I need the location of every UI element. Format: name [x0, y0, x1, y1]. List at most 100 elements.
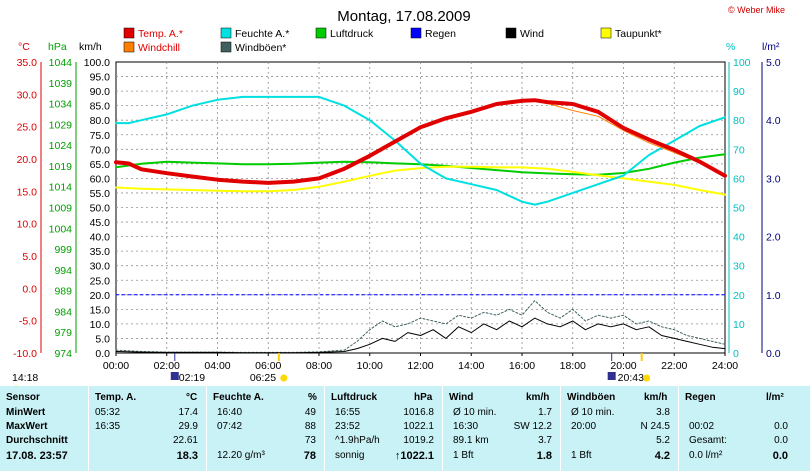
table-cell-temp-v: 29.9	[178, 421, 198, 432]
x-tick-label: 20:00	[610, 360, 636, 372]
table-cell-hum-v: 78	[303, 450, 316, 462]
header-rain-unit: l/m²	[766, 392, 784, 403]
legend-label: Windchill	[138, 42, 180, 54]
table-cell-press-v: ↑1022.1	[394, 450, 434, 462]
table-cell-wind-t: 89.1 km	[453, 435, 489, 446]
x-tick-label: 24:00	[712, 360, 738, 372]
header-gust: Windböen	[567, 392, 616, 403]
pressure-tick-label: 1034	[49, 99, 73, 111]
wind-tick-label: 15.0	[90, 304, 111, 316]
temp-tick-label: -10.0	[13, 348, 37, 360]
pressure-tick-label: 1039	[49, 78, 73, 90]
table-separator	[678, 386, 679, 471]
wind-tick-label: 90.0	[90, 86, 111, 98]
table-cell-temp-v: 18.3	[176, 450, 198, 462]
table-cell-gust-v: 4.2	[654, 450, 670, 462]
legend-swatch	[220, 27, 232, 39]
legend-label: Wind	[520, 28, 544, 40]
wind-tick-label: 75.0	[90, 130, 111, 142]
table-cell-temp-t: 05:32	[95, 407, 121, 418]
table-cell-press-v: 1022.1	[403, 421, 434, 432]
chart-markers: 14:18 02:19 06:25 20:43	[12, 353, 651, 390]
table-cell-gust-t: 1 Bft	[571, 450, 592, 461]
legend-swatch	[123, 41, 135, 53]
wind-tick-label: 95.0	[90, 72, 111, 84]
temp-tick-label: 0.0	[22, 283, 37, 295]
table-cell-temp-v: 17.4	[178, 407, 198, 418]
wind-tick-label: 25.0	[90, 275, 111, 287]
pressure-tick-label: 1044	[49, 57, 73, 69]
pressure-tick-label: 999	[54, 244, 72, 256]
table-cell-wind-t: Ø 10 min.	[453, 407, 497, 418]
table-separator	[324, 386, 325, 471]
wind-tick-label: 5.0	[95, 333, 110, 345]
chart-title: Montag, 17.08.2009	[337, 8, 470, 25]
header-temp-unit: °C	[186, 392, 198, 403]
table-cell-gust-t: 20:00	[571, 421, 597, 432]
copyright-label: © Weber Mike	[728, 5, 785, 15]
table-cell-rain-t: 0.0 l/m²	[689, 450, 723, 461]
temp-tick-label: 25.0	[17, 122, 38, 134]
wind-tick-label: 70.0	[90, 144, 111, 156]
table-cell-label: MinWert	[6, 407, 46, 418]
table-cell-gust-v: 3.8	[656, 407, 670, 418]
table-cell-rain-t: 00:02	[689, 421, 715, 432]
legend-swatch	[123, 27, 135, 39]
rain-unit: l/m²	[762, 41, 780, 53]
pressure-tick-label: 974	[54, 348, 72, 360]
x-tick-label: 08:00	[306, 360, 332, 372]
header-pressure: Luftdruck	[331, 392, 378, 403]
rain-tick-label: 3.0	[766, 173, 781, 185]
pressure-tick-label: 979	[54, 327, 72, 339]
pressure-tick-label: 1004	[49, 223, 73, 235]
table-cell-hum-v: 88	[304, 421, 316, 432]
table-separator	[206, 386, 207, 471]
humidity-tick-label: 30	[733, 261, 745, 273]
series-taupunkt	[115, 165, 726, 196]
pressure-tick-label: 1029	[49, 119, 73, 131]
humidity-tick-label: 40	[733, 232, 745, 244]
table-cell-hum-v: 49	[304, 407, 316, 418]
table-cell-label: Durchschnitt	[6, 435, 68, 446]
table-cell-press-t: 23:52	[335, 421, 361, 432]
chart-grid	[115, 61, 726, 354]
temp-tick-label: 5.0	[22, 251, 37, 263]
table-cell-wind-v: 1.8	[536, 450, 552, 462]
x-tick-label: 16:00	[509, 360, 535, 372]
wind-tick-label: 85.0	[90, 101, 111, 113]
temp-tick-label: 30.0	[17, 89, 38, 101]
x-tick-label: 14:00	[458, 360, 484, 372]
left-time-label: 14:18	[12, 372, 38, 384]
chart-series	[114, 95, 727, 354]
table-cell-hum-v: 73	[304, 435, 316, 446]
table-cell-press-t: ^1.9hPa/h	[335, 435, 380, 446]
table-separator	[88, 386, 89, 471]
header-wind: Wind	[449, 392, 474, 403]
humidity-tick-label: 100	[733, 57, 751, 69]
pressure-tick-label: 994	[54, 265, 72, 277]
humidity-tick-label: 80	[733, 115, 745, 127]
table-cell-gust-v: N 24.5	[640, 421, 670, 432]
table-cell-press-v: 1019.2	[403, 435, 434, 446]
table-separator	[442, 386, 443, 471]
table-cell-wind-t: 16:30	[453, 421, 479, 432]
legend-swatch	[220, 41, 232, 53]
rain-tick-label: 4.0	[766, 115, 781, 127]
table-cell-hum-t: 12.20 g/m³	[217, 450, 265, 461]
wind-tick-label: 80.0	[90, 115, 111, 127]
stats-table	[0, 386, 810, 471]
table-cell-rain-v: 0.0	[772, 450, 788, 462]
legend-label: Luftdruck	[330, 28, 374, 40]
header-humidity-unit: %	[308, 392, 317, 403]
header-pressure-unit: hPa	[414, 392, 433, 403]
wind-tick-label: 20.0	[90, 290, 111, 302]
wind-tick-label: 65.0	[90, 159, 111, 171]
table-cell-temp-v: 22.61	[172, 435, 198, 446]
legend-swatch	[410, 27, 422, 39]
legend-swatch	[315, 27, 327, 39]
table-cell-press-t: 16:55	[335, 407, 361, 418]
wind-tick-label: 35.0	[90, 246, 111, 258]
table-cell-wind-v: 1.7	[538, 407, 552, 418]
pressure-tick-label: 1009	[49, 203, 73, 215]
temp-tick-label: 35.0	[17, 57, 38, 69]
